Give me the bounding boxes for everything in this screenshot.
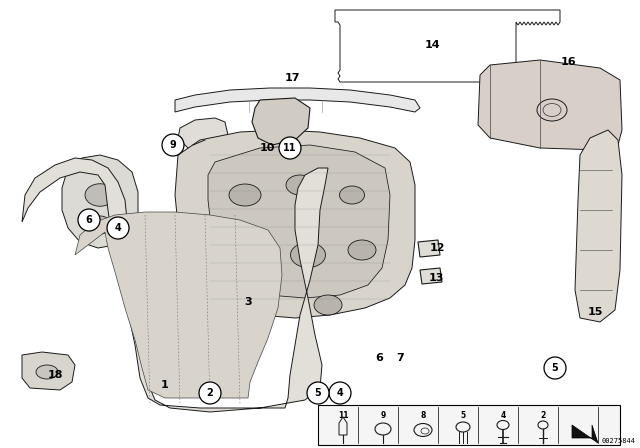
Ellipse shape: [253, 291, 278, 309]
Polygon shape: [178, 118, 228, 152]
Text: 16: 16: [560, 57, 576, 67]
Text: 11: 11: [284, 143, 297, 153]
Circle shape: [307, 382, 329, 404]
Text: 12: 12: [429, 243, 445, 253]
Polygon shape: [22, 352, 75, 390]
Circle shape: [199, 382, 221, 404]
Text: 6: 6: [375, 353, 383, 363]
Text: 18: 18: [47, 370, 63, 380]
Ellipse shape: [291, 242, 326, 267]
Text: 2: 2: [540, 411, 546, 420]
Ellipse shape: [286, 175, 314, 195]
Circle shape: [78, 209, 100, 231]
Polygon shape: [478, 60, 622, 150]
Polygon shape: [418, 240, 440, 257]
Ellipse shape: [85, 184, 115, 206]
Polygon shape: [75, 212, 282, 398]
Text: 14: 14: [424, 40, 440, 50]
Ellipse shape: [88, 216, 112, 234]
Text: 6: 6: [86, 215, 92, 225]
Text: 5: 5: [315, 388, 321, 398]
Ellipse shape: [240, 237, 270, 259]
Text: 00275844: 00275844: [602, 438, 636, 444]
Ellipse shape: [36, 365, 58, 379]
Polygon shape: [175, 88, 420, 112]
Text: 5: 5: [460, 411, 465, 420]
Circle shape: [162, 134, 184, 156]
Polygon shape: [420, 268, 442, 284]
Ellipse shape: [348, 240, 376, 260]
Polygon shape: [572, 425, 598, 443]
Polygon shape: [575, 130, 622, 322]
Polygon shape: [62, 155, 138, 248]
Text: 15: 15: [588, 307, 603, 317]
Ellipse shape: [314, 295, 342, 315]
Ellipse shape: [229, 184, 261, 206]
Text: 4: 4: [500, 411, 506, 420]
Text: 9: 9: [380, 411, 386, 420]
Circle shape: [329, 382, 351, 404]
Text: 1: 1: [161, 380, 169, 390]
Circle shape: [107, 217, 129, 239]
Polygon shape: [175, 130, 415, 318]
Polygon shape: [22, 158, 328, 412]
Text: 17: 17: [284, 73, 300, 83]
Polygon shape: [208, 145, 390, 298]
Text: 13: 13: [428, 273, 444, 283]
Circle shape: [279, 137, 301, 159]
Bar: [318, 405, 620, 445]
Text: 7: 7: [396, 353, 404, 363]
Text: 5: 5: [552, 363, 558, 373]
Ellipse shape: [339, 186, 365, 204]
Text: 8: 8: [420, 411, 426, 420]
Text: 4: 4: [337, 388, 344, 398]
Text: 10: 10: [259, 143, 275, 153]
Text: 4: 4: [115, 223, 122, 233]
Circle shape: [544, 357, 566, 379]
Text: 9: 9: [170, 140, 177, 150]
Text: 2: 2: [207, 388, 213, 398]
Text: 3: 3: [244, 297, 252, 307]
Text: 11: 11: [338, 411, 348, 420]
Polygon shape: [252, 98, 310, 145]
